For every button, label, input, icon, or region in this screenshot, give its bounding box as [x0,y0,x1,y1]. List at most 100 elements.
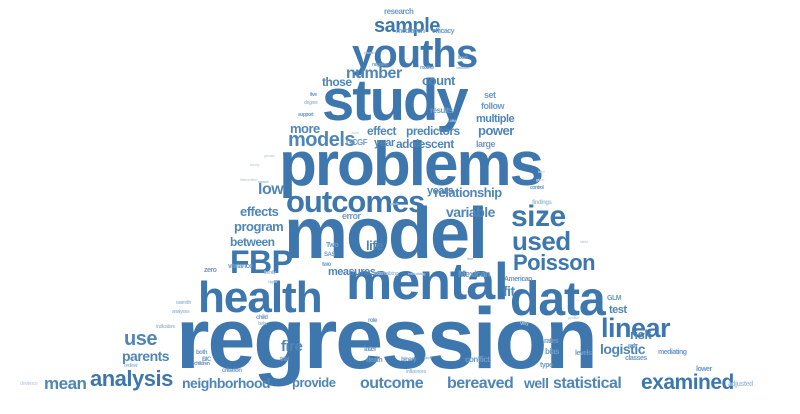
word-follow: follow [481,101,505,111]
word-mental: mental [346,253,509,311]
word-deviance: deviance [20,381,38,387]
word-higher: higher [268,279,278,284]
word-lower: lower [696,366,712,373]
word-mean: mean [44,374,87,393]
word-conflict: conflict [465,355,490,364]
word-sizes: sizes [424,355,432,360]
word-research: research [384,7,414,16]
word-used: used [512,226,571,256]
word-statistical: statistical [553,375,622,392]
word-theory: theory [250,162,260,167]
word-gender: gender [264,153,275,158]
word-Poisson: Poisson [513,250,596,275]
word-study: study [322,68,469,133]
word-health: health [198,273,323,322]
word-SAS: SAS [324,252,335,258]
word-variable: variable [446,204,495,220]
word-fit: fit [503,283,515,299]
word-regression: regression [176,291,598,387]
word-classes: classes [625,355,647,362]
word-GCGF: GCGF [346,138,368,147]
word-logistic: logistic [600,341,646,357]
word-sample: sample [374,15,440,37]
word-both: both [196,350,208,356]
word-effects: effects [240,204,279,219]
word-models: models [288,129,356,151]
word-number: number [346,65,402,82]
word-control: control [530,185,544,191]
word-Two: Two [326,242,338,249]
word-model: model [284,194,488,274]
word-low: low [258,181,284,198]
word-later: later [364,346,377,353]
word-outcomes: outcomes [286,184,425,219]
word-type: type [540,362,553,369]
word-efficacy: efficacy [432,28,455,35]
word-data: data [510,273,606,326]
word-size: size [511,200,566,233]
word-indicators: indicators [156,324,175,330]
word-power: power [478,123,514,138]
word-death: death [366,357,383,364]
word-predictors: predictors [406,124,460,138]
word-LMM: LMM [448,118,456,123]
word-error: error [342,211,361,221]
word-intervention: intervention [240,177,257,182]
word-bereaved: bereaved [447,375,514,392]
word-relationship: relationship [434,185,502,200]
word-best: best [352,130,359,135]
word-fixed: fixed [458,55,468,61]
word-BIC: BIC [202,357,211,363]
word-analyses: analyses [172,309,190,315]
word-large: large [476,139,496,149]
word-levels: levels [575,350,592,357]
word-effect: effect [367,124,397,138]
word-parents: parents [122,348,170,364]
word-American: American [504,276,532,283]
word-mother: mother [420,65,434,71]
word-externalizing: externalizing [374,271,399,277]
word-influences: influences [406,369,426,375]
word-two: two [322,262,331,268]
word-degree: degree [304,100,318,106]
word-beta: beta [258,321,267,327]
word-provide: provide [292,375,336,390]
word-adolescent: adolescent [396,137,454,151]
word-findings: findings [532,200,552,206]
word-growth: growth [364,50,375,55]
word-more: more [290,121,320,136]
word-adjusted: adjusted [728,381,753,388]
word-internalizing: internalizing [408,271,426,276]
word-problems: problems [279,130,544,199]
word-year: year [374,137,395,149]
word-those: those [322,75,352,89]
word-outcome: outcome [360,375,424,392]
word-negative: negative [372,62,389,68]
word-risk: risk [630,327,652,342]
word-fire: fire [281,338,303,355]
word-support: support [298,112,314,118]
word-zero: zero [204,267,217,274]
word-linear: linear [601,313,671,343]
word-results: results [430,106,453,115]
word-Mexican: Mexican [458,269,491,279]
word-analysis: analysis [90,366,173,391]
word-very: very [520,321,529,327]
word-role: role [368,318,378,324]
word-bias: bias [545,347,560,356]
word-count: count [422,73,455,88]
word-mediation: mediation [396,28,425,35]
word-trial: trial [280,357,289,363]
word-grade: grade [390,201,399,206]
word-life: life [366,238,383,253]
word-FBP: FBP [230,244,293,280]
word-set: set [484,90,496,100]
word-latent: latent [580,239,588,244]
word-correct: correct [258,179,269,184]
word-early: early [628,343,638,349]
word-multiple: multiple [476,113,515,125]
word-between: between [230,235,275,249]
word-neighborhood: neighborhood [182,375,271,391]
word-binary: binary [401,357,417,363]
